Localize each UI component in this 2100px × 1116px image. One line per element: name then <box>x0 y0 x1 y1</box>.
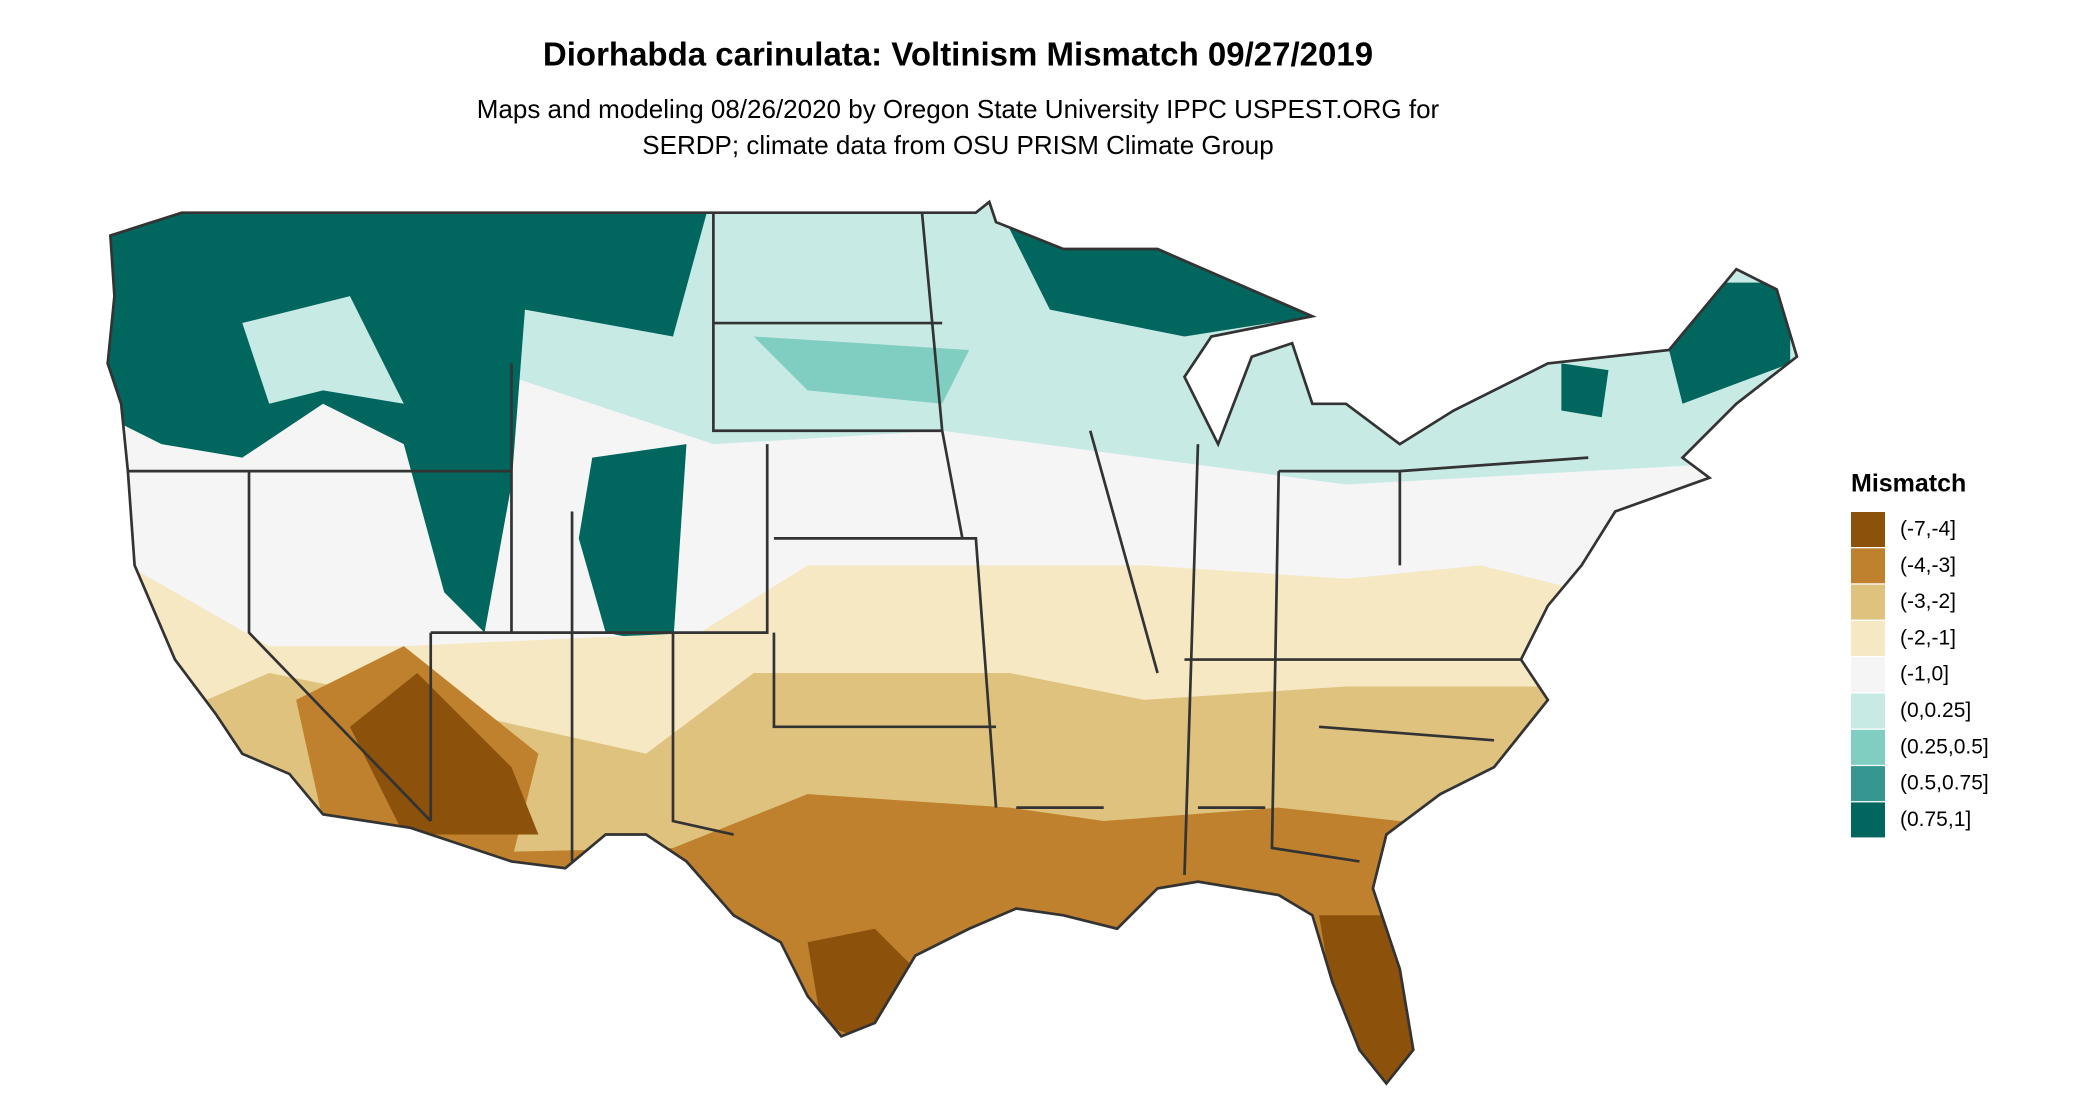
legend-swatch <box>1851 512 1885 547</box>
legend-swatch <box>1851 584 1885 620</box>
legend-label: (-1,0] <box>1900 663 1949 686</box>
map-subtitle: Maps and modeling 08/26/2020 by Oregon S… <box>477 94 1440 124</box>
legend-label: (-7,-4] <box>1900 518 1956 541</box>
legend-label: (0.5,0.75] <box>1900 772 1989 795</box>
map-title: Diorhabda carinulata: Voltinism Mismatch… <box>543 36 1373 73</box>
legend: (-7,-4] (-4,-3] (-3,-2] (-2,-1] (-1,0] (0,0.2… <box>1851 512 1989 838</box>
map-subtitle: SERDP; climate data from OSU PRISM Clima… <box>642 130 1273 160</box>
legend-label: (-2,-1] <box>1900 626 1956 649</box>
map-fill <box>107 201 1797 1084</box>
legend-swatch <box>1851 693 1885 729</box>
legend-label: (0.75,1] <box>1900 808 1971 831</box>
legend-title: Mismatch <box>1851 470 1966 498</box>
legend-swatch <box>1851 766 1885 802</box>
legend-label: (-4,-3] <box>1900 554 1956 577</box>
legend-swatch <box>1851 548 1885 584</box>
legend-swatch <box>1851 620 1885 656</box>
map <box>106 200 1799 1085</box>
legend-swatch <box>1851 729 1885 765</box>
legend-label: (0,0.25] <box>1900 699 1971 722</box>
legend-swatch <box>1851 657 1885 693</box>
legend-swatch <box>1851 802 1885 838</box>
legend-label: (-3,-2] <box>1900 590 1956 613</box>
state-borders <box>106 200 1799 1085</box>
legend-label: (0.25,0.5] <box>1900 735 1989 758</box>
